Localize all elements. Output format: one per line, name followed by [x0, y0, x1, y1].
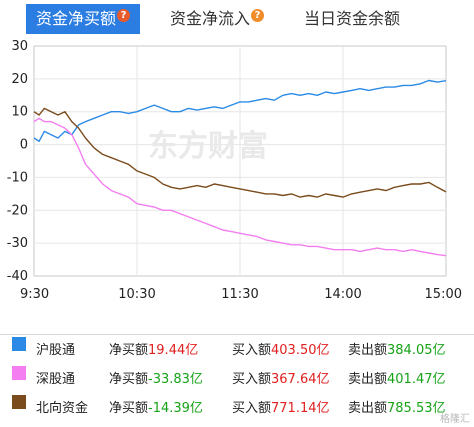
legend-swatch-north — [12, 395, 26, 409]
y-tick-label: -20 — [7, 203, 28, 218]
tab-net-inflow[interactable]: 资金净流入? — [170, 4, 265, 34]
y-tick-label: -10 — [7, 170, 28, 185]
series-line-2 — [33, 107, 447, 198]
x-tick-label: 9:30 — [20, 287, 49, 302]
tab-net-buy[interactable]: 资金净买额? — [26, 4, 141, 34]
net-buy-sh: 净买额19.44亿 — [109, 343, 199, 358]
buy-amount-sz: 买入额367.64亿 — [232, 372, 330, 387]
corner-logo: 格隆汇 — [440, 414, 470, 425]
buy-amount-sh: 买入额403.50亿 — [232, 343, 330, 358]
legend-row-north: 北向资金 净买额-14.39亿 买入额771.14亿 卖出额785.53亿 — [0, 395, 474, 423]
chart-series — [33, 79, 447, 257]
series-line-0 — [33, 79, 447, 143]
net-buy-north: 净买额-14.39亿 — [109, 401, 203, 416]
tab-net-buy-label: 资金净买额 — [36, 9, 117, 28]
tab-net-inflow-label: 资金净流入 — [170, 9, 251, 28]
y-tick-label: 20 — [11, 72, 28, 87]
buy-amount-north: 买入额771.14亿 — [232, 401, 330, 416]
chart-grid — [33, 45, 447, 277]
x-tick-label: 14:00 — [324, 287, 361, 302]
legend-table: 沪股通 净买额19.44亿 买入额403.50亿 卖出额384.05亿 深股通 … — [0, 334, 474, 427]
help-icon[interactable]: ? — [251, 8, 265, 22]
sell-amount-sz: 卖出额401.47亿 — [348, 372, 446, 387]
x-axis-ticks: 9:30 10:30 11:30 14:00 15:00 — [20, 287, 462, 302]
tab-bar: 资金净买额? 资金净流入? 当日资金余额 — [0, 0, 474, 38]
series-line-1 — [33, 117, 447, 257]
sell-amount-sh: 卖出额384.05亿 — [348, 343, 446, 358]
y-tick-label: -40 — [7, 269, 28, 284]
legend-row-sz: 深股通 净买额-33.83亿 买入额367.64亿 卖出额401.47亿 — [0, 366, 474, 394]
legend-name-sh: 沪股通 — [36, 343, 76, 358]
tab-daily-balance[interactable]: 当日资金余额 — [304, 4, 400, 34]
sell-amount-north: 卖出额785.53亿 — [348, 401, 446, 416]
y-tick-label: 10 — [11, 105, 28, 120]
legend-name-north: 北向资金 — [36, 401, 89, 416]
fund-flow-chart: 东方财富 30 20 10 0 -10 -20 -30 -40 9:30 10:30 11:30 1… — [7, 39, 462, 302]
legend-swatch-sh — [12, 337, 26, 351]
x-tick-label: 11:30 — [221, 287, 258, 302]
y-tick-label: -30 — [7, 236, 28, 251]
help-icon[interactable]: ? — [117, 8, 131, 22]
x-tick-label: 10:30 — [118, 287, 155, 302]
net-buy-sz: 净买额-33.83亿 — [109, 372, 203, 387]
x-tick-label: 15:00 — [425, 287, 462, 302]
watermark: 东方财富 — [148, 129, 268, 164]
y-axis-ticks: 30 20 10 0 -10 -20 -30 -40 — [7, 39, 28, 284]
y-tick-label: 0 — [20, 138, 28, 153]
y-tick-label: 30 — [11, 39, 28, 54]
legend-row-sh: 沪股通 净买额19.44亿 买入额403.50亿 卖出额384.05亿 — [0, 337, 474, 365]
tab-daily-balance-label: 当日资金余额 — [304, 9, 401, 28]
legend-name-sz: 深股通 — [36, 372, 76, 387]
legend-swatch-sz — [12, 366, 26, 380]
